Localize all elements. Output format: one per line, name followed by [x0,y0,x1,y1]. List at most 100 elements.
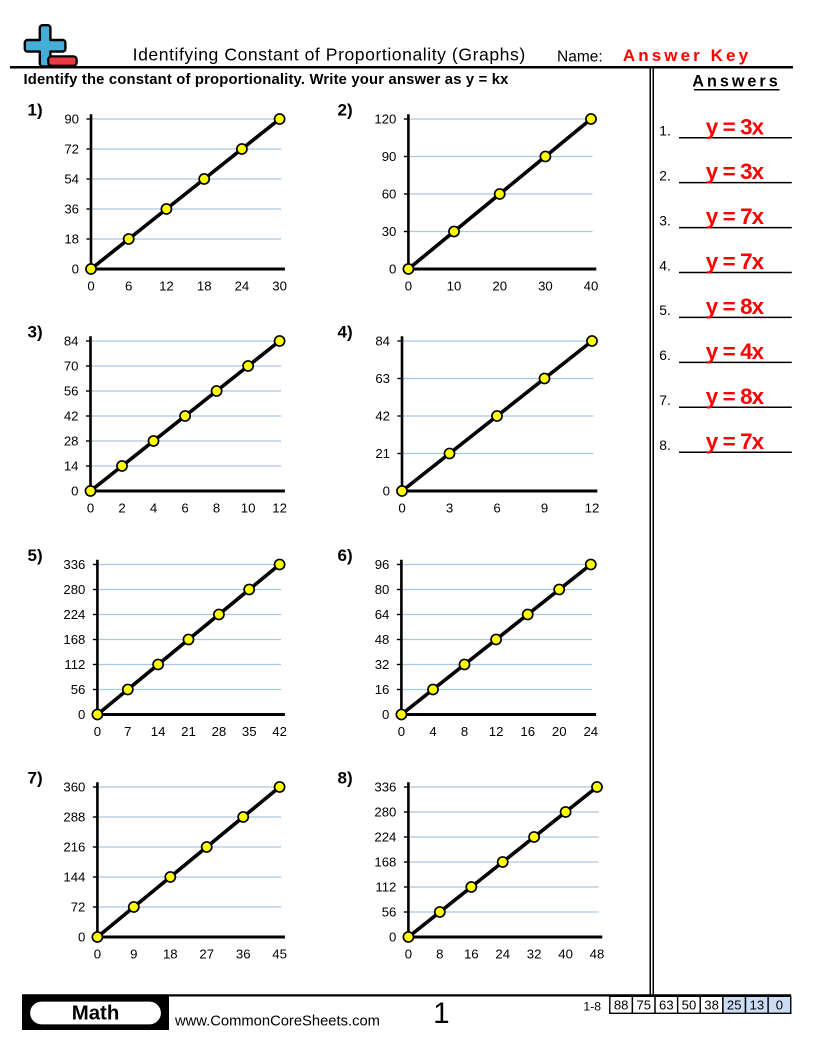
svg-text:9: 9 [541,501,548,516]
svg-text:0: 0 [72,262,79,277]
svg-text:360: 360 [63,780,85,795]
svg-text:12: 12 [272,501,287,516]
svg-text:0: 0 [78,930,85,945]
svg-text:1.: 1. [659,124,671,139]
svg-text:56: 56 [71,682,86,697]
svg-text:36: 36 [64,202,79,217]
svg-text:90: 90 [382,149,397,164]
svg-text:63: 63 [375,371,390,386]
svg-text:Identify the constant of propo: Identify the constant of proportionality… [24,72,510,88]
svg-text:3.: 3. [659,213,671,228]
svg-text:6.: 6. [659,348,671,363]
svg-text:280: 280 [63,582,85,597]
svg-text:28: 28 [212,724,227,739]
svg-text:120: 120 [374,112,396,127]
svg-text:3): 3) [28,323,43,342]
svg-text:16: 16 [375,682,390,697]
svg-text:168: 168 [63,632,85,647]
svg-text:72: 72 [71,900,86,915]
svg-text:84: 84 [375,334,390,349]
svg-text:10: 10 [241,501,256,516]
svg-text:54: 54 [64,172,79,187]
svg-text:28: 28 [64,434,79,449]
svg-text:3: 3 [446,501,453,516]
svg-text:75: 75 [636,998,651,1013]
svg-text:0: 0 [776,998,783,1013]
svg-text:5.: 5. [659,303,671,318]
svg-text:y = 8x: y = 8x [706,294,765,319]
svg-text:7.: 7. [659,393,671,408]
svg-text:12: 12 [159,279,174,294]
svg-text:12: 12 [489,724,504,739]
svg-text:280: 280 [374,805,396,820]
svg-text:18: 18 [197,279,212,294]
svg-text:0: 0 [94,724,101,739]
svg-text:2): 2) [338,101,353,120]
svg-text:24: 24 [235,279,250,294]
svg-text:21: 21 [181,724,196,739]
svg-text:8): 8) [338,769,353,788]
svg-text:14: 14 [151,724,166,739]
svg-text:0: 0 [94,947,101,962]
svg-text:64: 64 [375,607,390,622]
svg-text:0: 0 [78,707,85,722]
svg-text:48: 48 [375,632,390,647]
svg-text:42: 42 [375,409,390,424]
svg-text:48: 48 [590,947,605,962]
svg-text:y = 4x: y = 4x [706,339,765,364]
svg-text:70: 70 [64,359,79,374]
svg-text:0: 0 [398,501,405,516]
svg-text:144: 144 [63,870,85,885]
svg-text:72: 72 [64,142,79,157]
svg-text:1-8: 1-8 [583,1000,601,1014]
svg-text:y = 3x: y = 3x [706,114,765,139]
svg-text:4: 4 [150,501,157,516]
svg-text:1): 1) [28,101,43,120]
svg-text:0: 0 [405,279,412,294]
svg-text:6: 6 [181,501,188,516]
svg-text:35: 35 [242,724,257,739]
svg-text:y = 7x: y = 7x [706,204,765,229]
svg-text:0: 0 [389,930,396,945]
svg-text:Identifying Constant of Propor: Identifying Constant of Proportionality … [133,45,526,65]
svg-text:y = 3x: y = 3x [706,159,765,184]
svg-text:56: 56 [382,905,397,920]
svg-text:224: 224 [374,830,396,845]
svg-text:40: 40 [558,947,573,962]
svg-text:336: 336 [374,780,396,795]
svg-text:24: 24 [495,947,510,962]
svg-text:www.CommonCoreSheets.com: www.CommonCoreSheets.com [174,1014,380,1030]
svg-text:45: 45 [272,947,287,962]
svg-text:y = 7x: y = 7x [706,429,765,454]
svg-text:32: 32 [527,947,542,962]
svg-text:20: 20 [552,724,567,739]
svg-text:216: 216 [63,840,85,855]
svg-text:30: 30 [538,279,553,294]
svg-text:4): 4) [338,323,353,342]
svg-text:Name:: Name: [557,49,603,66]
svg-text:1: 1 [433,997,449,1030]
svg-text:30: 30 [272,279,287,294]
svg-text:60: 60 [382,187,397,202]
svg-text:25: 25 [727,998,742,1013]
svg-text:0: 0 [383,484,390,499]
svg-text:0: 0 [398,724,405,739]
svg-text:288: 288 [63,810,85,825]
svg-text:18: 18 [163,947,178,962]
svg-text:Answers: Answers [692,72,780,90]
svg-text:40: 40 [584,279,599,294]
svg-text:24: 24 [583,724,598,739]
svg-text:7: 7 [124,724,131,739]
svg-text:80: 80 [375,582,390,597]
svg-text:336: 336 [63,557,85,572]
svg-text:56: 56 [64,384,79,399]
svg-text:32: 32 [375,657,390,672]
svg-text:30: 30 [382,224,397,239]
svg-text:168: 168 [374,855,396,870]
svg-text:y = 7x: y = 7x [706,249,765,274]
svg-text:6: 6 [125,279,132,294]
svg-text:8: 8 [213,501,220,516]
svg-text:88: 88 [614,998,629,1013]
svg-text:224: 224 [63,607,85,622]
svg-text:18: 18 [64,232,79,247]
